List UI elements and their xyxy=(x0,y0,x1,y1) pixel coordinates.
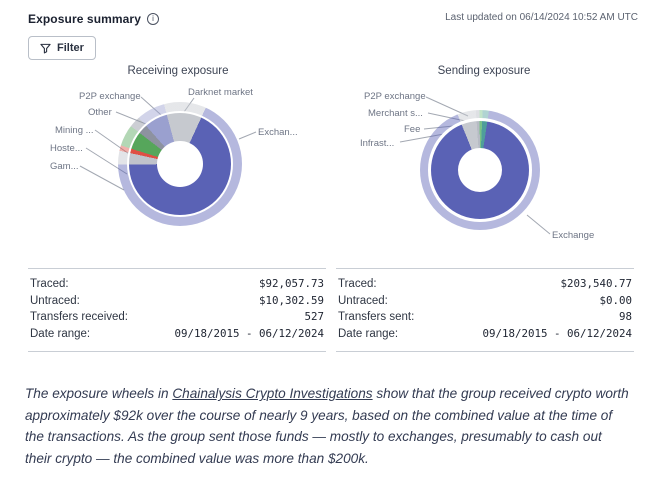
segment-label-other: Other xyxy=(88,107,112,118)
stat-row-date-range: Date range: 09/18/2015 - 06/12/2024 xyxy=(30,326,324,343)
receiving-chart-title: Receiving exposure xyxy=(127,65,229,77)
stat-row-traced: Traced: $203,540.77 xyxy=(338,276,632,293)
caption-suffix: show that the group received crypto wort… xyxy=(25,386,629,466)
segment-label-fee: Fee xyxy=(404,124,421,135)
stat-label: Untraced: xyxy=(30,294,80,307)
segment-label-mining: Mining ... xyxy=(55,125,94,136)
stat-label: Transfers sent: xyxy=(338,311,415,323)
wheel-center-hole xyxy=(457,147,503,193)
stat-row-date-range: Date range: 09/18/2015 - 06/12/2024 xyxy=(338,326,632,343)
stat-value: $92,057.73 xyxy=(258,277,324,290)
segment-label-gambling: Gam... xyxy=(50,161,79,172)
exposure-charts: Receiving exposure P2P exchange xyxy=(28,60,634,268)
stat-row-untraced: Untraced: $10,302.59 xyxy=(30,293,324,310)
segment-label-hosted: Hoste... xyxy=(50,143,83,154)
filter-icon xyxy=(40,43,51,53)
stat-row-transfers-sent: Transfers sent: 98 xyxy=(338,309,632,326)
receiving-stats: Traced: $92,057.73 Untraced: $10,302.59 … xyxy=(28,268,326,352)
stat-label: Date range: xyxy=(338,327,399,340)
segment-label-p2p-exchange: P2P exchange xyxy=(364,91,426,102)
caption-prefix: The exposure wheels in xyxy=(25,386,173,401)
caption-text: The exposure wheels in Chainalysis Crypt… xyxy=(25,383,631,469)
stat-value: $10,302.59 xyxy=(258,293,324,307)
segment-label-infrastructure: Infrast... xyxy=(360,138,395,149)
page-title: Exposure summary xyxy=(28,12,141,26)
stat-value: 98 xyxy=(618,310,632,323)
stat-label: Transfers received: xyxy=(30,311,128,323)
exposure-stats: Traced: $92,057.73 Untraced: $10,302.59 … xyxy=(28,268,634,352)
stat-label: Traced: xyxy=(30,278,69,290)
sending-chart-title: Sending exposure xyxy=(437,65,531,77)
header: Exposure summary i Last updated on 06/14/… xyxy=(28,10,638,28)
segment-label-p2p-exchange: P2P exchange xyxy=(79,91,141,102)
info-icon[interactable]: i xyxy=(146,13,159,25)
sending-exposure-wheel[interactable] xyxy=(420,110,540,230)
receiving-exposure-chart: Receiving exposure P2P exchange xyxy=(28,60,328,268)
stat-value: $203,540.77 xyxy=(560,277,632,290)
sending-stats: Traced: $203,540.77 Untraced: $0.00 Tran… xyxy=(336,268,634,352)
segment-label-exchange: Exchange xyxy=(552,230,595,241)
stat-row-transfers-received: Transfers received: 527 xyxy=(30,309,324,326)
stat-value: 09/18/2015 - 06/12/2024 xyxy=(174,326,324,340)
segment-label-darknet-market: Darknet market xyxy=(188,87,253,98)
wheel-center-hole xyxy=(157,141,203,187)
stat-value: 09/18/2015 - 06/12/2024 xyxy=(482,326,632,340)
last-updated-text: Last updated on 06/14/2024 10:52 AM UTC xyxy=(445,12,638,23)
chainalysis-link[interactable]: Chainalysis Crypto Investigations xyxy=(172,386,373,401)
stat-label: Untraced: xyxy=(338,294,388,307)
stat-value: 527 xyxy=(304,310,324,323)
filter-button[interactable]: Filter xyxy=(28,36,96,60)
stat-value: $0.00 xyxy=(599,293,632,307)
segment-label-merchant-services: Merchant s... xyxy=(368,108,423,119)
sending-exposure-chart: Sending exposure P2P exchange Merchant s… xyxy=(334,60,634,268)
filter-button-label: Filter xyxy=(57,42,84,54)
segment-label-exchange: Exchan... xyxy=(258,127,298,138)
receiving-exposure-wheel[interactable] xyxy=(118,102,242,226)
stat-label: Traced: xyxy=(338,278,377,290)
stat-label: Date range: xyxy=(30,327,91,340)
stat-row-untraced: Untraced: $0.00 xyxy=(338,293,632,310)
stat-row-traced: Traced: $92,057.73 xyxy=(30,276,324,293)
